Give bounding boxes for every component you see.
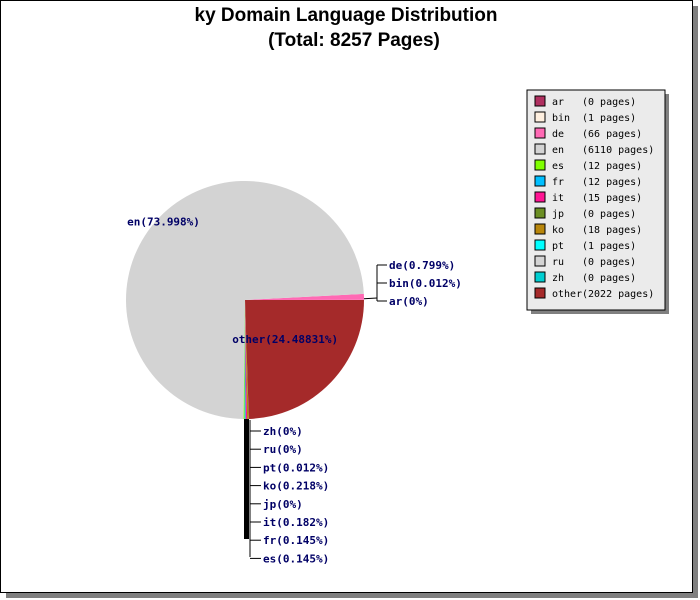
leader-line: [363, 297, 378, 300]
slice-depth: [244, 419, 249, 539]
legend-label: pt: [552, 241, 564, 252]
legend-pages: (12 pages): [582, 161, 642, 172]
chart-subtitle: (Total: 8257 Pages): [268, 30, 440, 51]
pie-slice: [245, 293, 364, 300]
legend-label: other: [552, 289, 582, 300]
legend-swatch: [534, 127, 546, 139]
legend-pages: (0 pages): [582, 257, 636, 268]
slice-label: fr(0.145%): [263, 534, 329, 547]
legend-label: it: [552, 193, 564, 204]
legend-swatch: [534, 239, 546, 251]
legend-swatch: [534, 143, 546, 155]
legend-swatch: [534, 287, 546, 299]
pie-slice: [245, 300, 364, 419]
pie-slice: [244, 300, 246, 420]
legend-pages: (0 pages): [582, 273, 636, 284]
legend-pages: (0 pages): [582, 209, 636, 220]
slice-label: pt(0.012%): [263, 461, 329, 474]
legend-pages: (2022 pages): [582, 289, 654, 300]
legend-swatch: [534, 191, 546, 203]
legend-label: de: [552, 129, 564, 140]
pie-slice: [245, 300, 249, 419]
legend-pages: (15 pages): [582, 193, 642, 204]
chart-title: ky Domain Language Distribution: [195, 5, 498, 26]
legend-swatch: [534, 175, 546, 187]
slice-label: ko(0.218%): [263, 480, 329, 493]
legend-pages: (18 pages): [582, 225, 642, 236]
pie-slice: [245, 300, 249, 419]
legend-swatch: [534, 111, 546, 123]
pie-slice: [243, 300, 245, 419]
slice-label: jp(0%): [263, 498, 303, 511]
legend-swatch: [534, 159, 546, 171]
legend-swatch: [534, 207, 546, 219]
slice-label: zh(0%): [263, 425, 303, 438]
legend-label: fr: [552, 177, 564, 188]
legend-pages: (66 pages): [582, 129, 642, 140]
legend-pages: (0 pages): [582, 97, 636, 108]
legend-label: en: [552, 145, 564, 156]
pie-slice: [245, 300, 248, 419]
legend-pages: (1 pages): [582, 241, 636, 252]
legend-label: zh: [552, 273, 564, 284]
legend: [526, 89, 666, 311]
slice-label: de(0.799%): [389, 259, 455, 272]
slice-label: ar(0%): [389, 295, 429, 308]
legend-label: bin: [552, 113, 570, 124]
slice-label: es(0.145%): [263, 552, 329, 565]
legend-label: es: [552, 161, 564, 172]
legend-pages: (1 pages): [582, 113, 636, 124]
legend-swatch: [534, 255, 546, 267]
legend-label: jp: [552, 209, 564, 220]
slice-label: bin(0.012%): [389, 277, 462, 290]
legend-swatch: [534, 95, 546, 107]
slice-label: en(73.998%): [127, 216, 200, 229]
slice-label: it(0.182%): [263, 516, 329, 529]
legend-pages: (6110 pages): [582, 145, 654, 156]
legend-label: ar: [552, 97, 564, 108]
pie-slice: [126, 181, 364, 419]
slice-label: ru(0%): [263, 443, 303, 456]
legend-pages: (12 pages): [582, 177, 642, 188]
legend-swatch: [534, 223, 546, 235]
legend-label: ko: [552, 225, 564, 236]
slice-label: other(24.48831%): [232, 333, 338, 346]
legend-swatch: [534, 271, 546, 283]
legend-label: ru: [552, 257, 564, 268]
